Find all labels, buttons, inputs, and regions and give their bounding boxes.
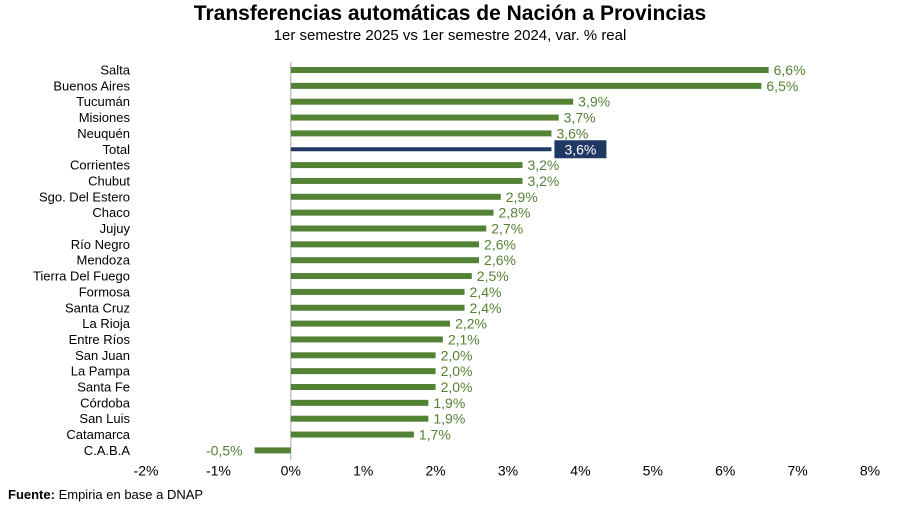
category-label: Neuquén (77, 126, 130, 141)
category-label: Entre Ríos (69, 332, 131, 347)
source-text: Empiria en base a DNAP (54, 487, 204, 502)
value-label: 1,9% (433, 395, 465, 411)
value-label: 3,6% (564, 141, 596, 157)
bar (290, 130, 552, 137)
value-label: 2,8% (499, 205, 531, 221)
x-tick-label: -1% (206, 462, 231, 478)
bar (290, 82, 762, 89)
category-label: Sgo. Del Estero (39, 189, 130, 204)
x-tick-label: 8% (860, 462, 880, 478)
bar (290, 288, 465, 295)
category-label: La Pampa (71, 364, 131, 379)
x-tick-label: 0% (281, 462, 301, 478)
bar (290, 352, 436, 359)
category-label: La Rioja (82, 316, 130, 331)
bar (290, 193, 501, 200)
category-label: C.A.B.A (84, 443, 131, 458)
x-tick-label: 6% (715, 462, 735, 478)
value-label: 2,6% (484, 252, 516, 268)
bar (290, 304, 465, 311)
bar (290, 384, 436, 390)
value-label: 6,5% (766, 78, 798, 94)
bar (290, 336, 443, 343)
bar (290, 431, 414, 438)
category-label: Santa Fe (77, 380, 130, 395)
x-tick-label: 4% (570, 462, 590, 478)
category-label: Corrientes (70, 158, 130, 173)
value-label: 2,0% (441, 363, 473, 379)
category-label: Mendoza (77, 253, 131, 268)
value-label: 6,6% (774, 62, 806, 78)
value-label: 2,2% (455, 316, 487, 332)
x-tick-label: -2% (134, 462, 159, 478)
bar (254, 447, 291, 454)
bar (290, 225, 487, 232)
value-label: 3,2% (527, 173, 559, 189)
value-label: 3,7% (564, 110, 596, 126)
x-tick-label: 7% (787, 462, 807, 478)
category-label: San Luis (79, 411, 130, 426)
category-label: Buenos Aires (53, 78, 130, 93)
source-label: Fuente: (8, 487, 55, 502)
category-label: Córdoba (80, 395, 131, 410)
bar (290, 273, 472, 280)
x-tick-label: 1% (353, 462, 373, 478)
value-label: 2,0% (441, 347, 473, 363)
value-label: 2,4% (470, 284, 502, 300)
highlight-label-box (554, 140, 607, 159)
bar (290, 415, 429, 422)
bar (290, 399, 429, 406)
category-label: San Juan (75, 348, 130, 363)
bar (290, 368, 436, 375)
category-label: Chubut (88, 173, 130, 188)
bar (290, 177, 523, 184)
x-tick-label: 2% (425, 462, 445, 478)
category-label: Tierra Del Fuego (33, 269, 130, 284)
x-tick-label: 5% (643, 462, 663, 478)
category-label: Río Negro (71, 237, 130, 252)
category-label: Chaco (92, 205, 130, 220)
value-label: 2,5% (477, 268, 509, 284)
category-label: Total (103, 142, 131, 157)
chart-title: Transferencias automáticas de Nación a P… (193, 2, 707, 25)
value-label: 1,9% (433, 411, 465, 427)
value-label: 2,6% (484, 236, 516, 252)
category-label: Catamarca (66, 427, 130, 442)
value-label: 3,9% (578, 94, 610, 110)
category-label: Misiones (79, 110, 131, 125)
category-label: Jujuy (100, 221, 131, 236)
category-label: Salta (100, 63, 130, 78)
bar (290, 257, 480, 264)
bar (290, 147, 552, 152)
bar (290, 67, 769, 73)
category-label: Tucumán (76, 94, 130, 109)
bar (290, 114, 559, 121)
value-label: 1,7% (419, 427, 451, 443)
source-note: Fuente: Empiria en base a DNAP (8, 487, 203, 502)
bar (290, 320, 451, 327)
bar (290, 98, 574, 105)
bar (290, 241, 480, 248)
x-tick-label: 3% (498, 462, 518, 478)
value-label: -0,5% (206, 442, 243, 458)
value-label: 2,9% (506, 189, 538, 205)
value-label: 2,7% (491, 221, 523, 237)
category-label: Santa Cruz (65, 300, 130, 315)
bar (290, 209, 494, 216)
chart-subtitle: 1er semestre 2025 vs 1er semestre 2024, … (273, 27, 627, 44)
value-label: 3,6% (556, 125, 588, 141)
value-label: 2,0% (441, 379, 473, 395)
bar (290, 162, 523, 169)
category-label: Formosa (79, 284, 131, 299)
value-label: 3,2% (527, 157, 559, 173)
value-label: 2,1% (448, 331, 480, 347)
bar-chart: Salta 6,6% Buenos Aires 6,5% Tucumán 3,9% Misi… (33, 62, 880, 478)
value-label: 2,4% (470, 300, 502, 316)
